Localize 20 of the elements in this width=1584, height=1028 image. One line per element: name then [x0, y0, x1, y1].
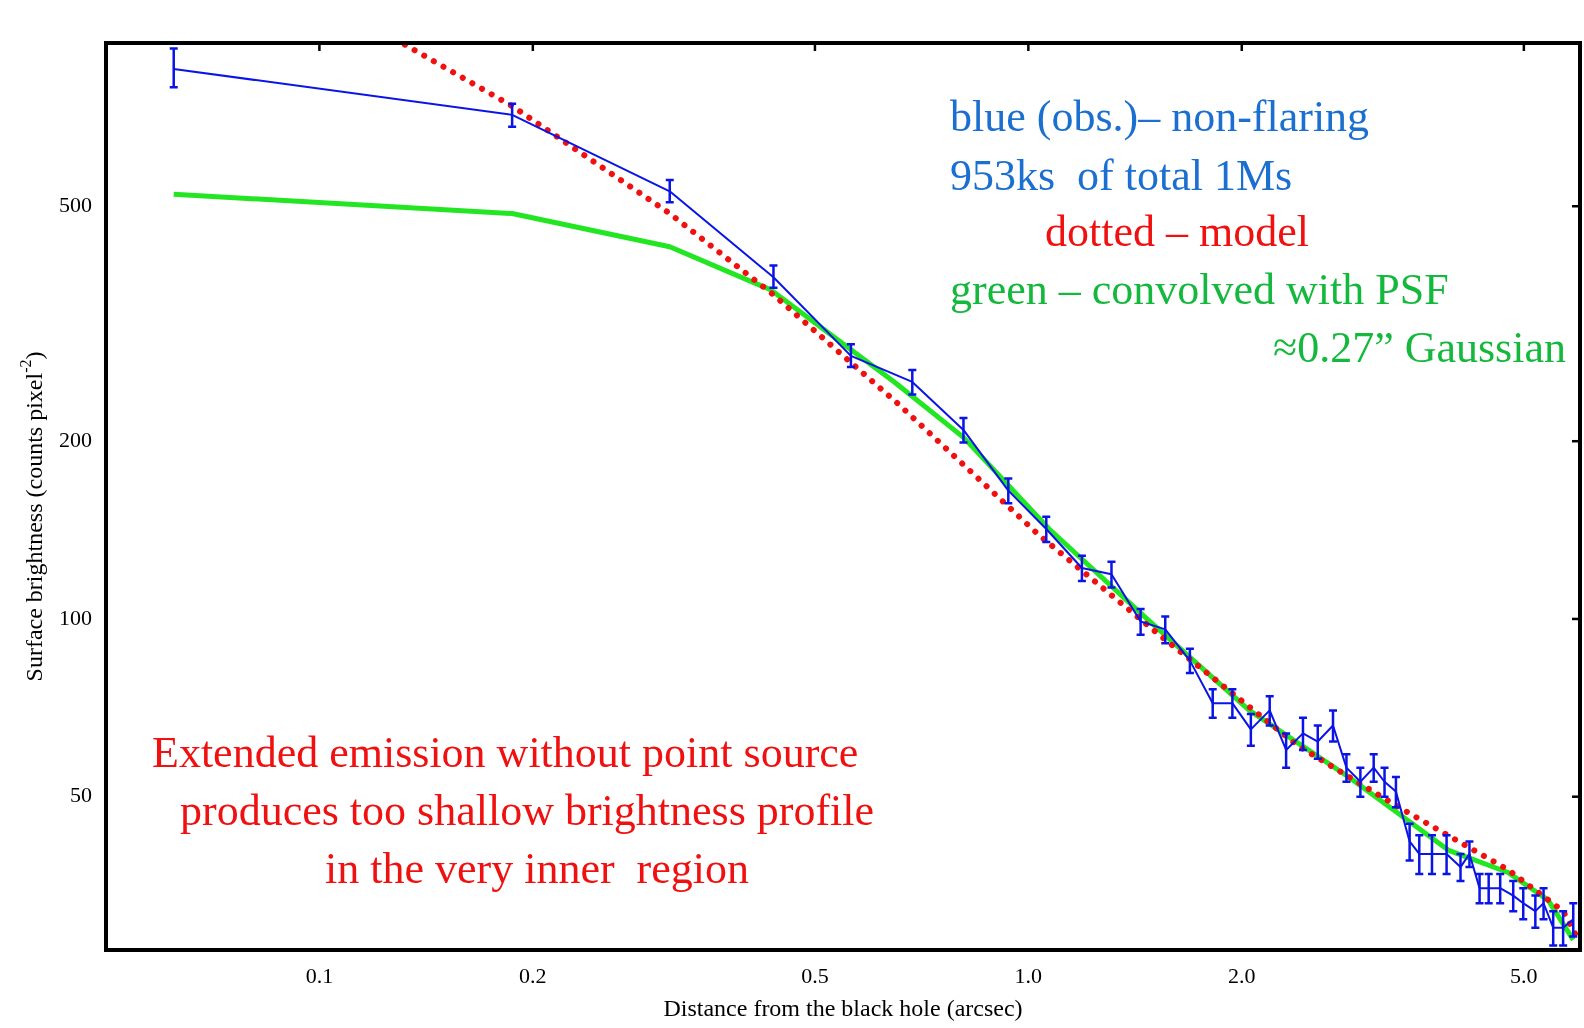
annotation: produces too shallow brightness profile — [180, 785, 875, 835]
x-tick-label: 2.0 — [1228, 962, 1256, 988]
x-tick-label: 0.2 — [519, 962, 547, 988]
annotation: in the very inner region — [325, 843, 749, 893]
annotation: 953ks of total 1Ms — [950, 150, 1293, 200]
y-tick-label: 500 — [59, 192, 92, 218]
x-tick-label: 0.5 — [801, 962, 829, 988]
annotation: green – convolved with PSF — [950, 264, 1449, 314]
y-axis-title: Surface brightness (counts pixel-2) — [17, 351, 48, 682]
x-tick-label: 1.0 — [1014, 962, 1043, 988]
y-tick-label: 100 — [59, 604, 92, 630]
x-tick-label: 0.1 — [305, 962, 334, 988]
x-tick-label: 5.0 — [1510, 962, 1538, 988]
annotation: ≈0.27” Gaussian — [1273, 322, 1566, 372]
annotation: dotted – model — [1045, 206, 1309, 256]
annotation: Extended emission without point source — [152, 727, 859, 777]
y-tick-label: 50 — [70, 782, 92, 808]
annotation: blue (obs.)– non-flaring — [950, 91, 1370, 141]
x-axis-title: Distance from the black hole (arcsec) — [663, 994, 1023, 1021]
y-tick-label: 200 — [59, 426, 92, 452]
